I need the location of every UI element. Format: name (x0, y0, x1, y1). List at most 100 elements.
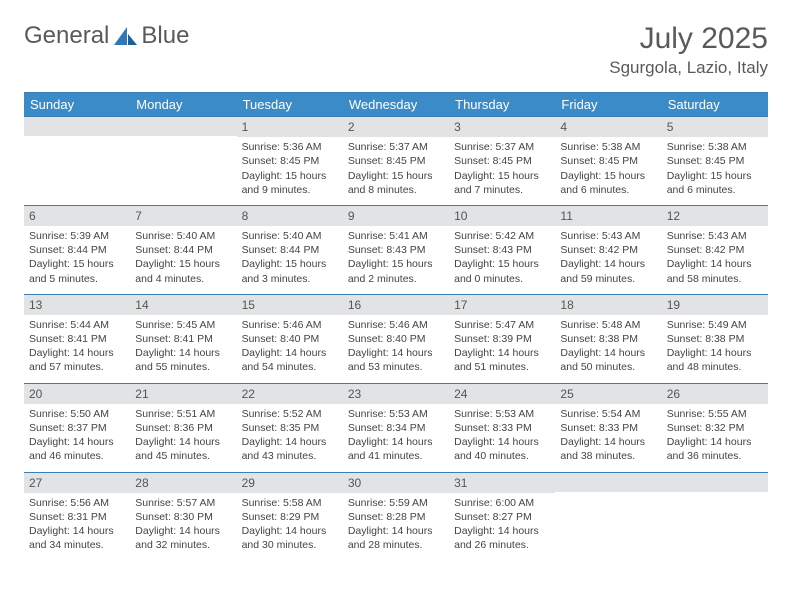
day-line: Daylight: 14 hours (348, 524, 444, 538)
day-number: 5 (662, 117, 768, 137)
day-line: Daylight: 15 hours (454, 169, 550, 183)
day-line: Sunset: 8:44 PM (242, 243, 338, 257)
day-cell: 4Sunrise: 5:38 AMSunset: 8:45 PMDaylight… (555, 117, 661, 205)
day-line: and 59 minutes. (560, 272, 656, 286)
day-number: 2 (343, 117, 449, 137)
day-number (662, 473, 768, 492)
day-body: Sunrise: 5:59 AMSunset: 8:28 PMDaylight:… (343, 493, 449, 561)
day-number: 20 (24, 384, 130, 404)
day-line: and 51 minutes. (454, 360, 550, 374)
day-cell: 18Sunrise: 5:48 AMSunset: 8:38 PMDayligh… (555, 295, 661, 383)
day-number: 30 (343, 473, 449, 493)
day-cell (555, 473, 661, 561)
week-row: 27Sunrise: 5:56 AMSunset: 8:31 PMDayligh… (24, 472, 768, 561)
day-number: 29 (237, 473, 343, 493)
day-body: Sunrise: 5:49 AMSunset: 8:38 PMDaylight:… (662, 315, 768, 383)
day-line: Daylight: 14 hours (29, 346, 125, 360)
day-body: Sunrise: 5:39 AMSunset: 8:44 PMDaylight:… (24, 226, 130, 294)
day-number: 7 (130, 206, 236, 226)
day-number: 15 (237, 295, 343, 315)
day-line: Sunrise: 5:48 AM (560, 318, 656, 332)
day-line: and 28 minutes. (348, 538, 444, 552)
day-cell: 3Sunrise: 5:37 AMSunset: 8:45 PMDaylight… (449, 117, 555, 205)
day-line: Sunset: 8:30 PM (135, 510, 231, 524)
day-cell: 19Sunrise: 5:49 AMSunset: 8:38 PMDayligh… (662, 295, 768, 383)
day-line: Sunset: 8:44 PM (135, 243, 231, 257)
day-cell: 9Sunrise: 5:41 AMSunset: 8:43 PMDaylight… (343, 206, 449, 294)
day-cell: 23Sunrise: 5:53 AMSunset: 8:34 PMDayligh… (343, 384, 449, 472)
day-number: 27 (24, 473, 130, 493)
day-line: and 46 minutes. (29, 449, 125, 463)
day-cell: 8Sunrise: 5:40 AMSunset: 8:44 PMDaylight… (237, 206, 343, 294)
day-line: Daylight: 14 hours (454, 435, 550, 449)
day-line: Sunrise: 5:51 AM (135, 407, 231, 421)
day-line: Daylight: 14 hours (454, 346, 550, 360)
day-number: 23 (343, 384, 449, 404)
day-line: Sunset: 8:38 PM (560, 332, 656, 346)
month-title: July 2025 (609, 22, 768, 56)
day-line: and 50 minutes. (560, 360, 656, 374)
day-body: Sunrise: 5:42 AMSunset: 8:43 PMDaylight:… (449, 226, 555, 294)
day-cell: 29Sunrise: 5:58 AMSunset: 8:29 PMDayligh… (237, 473, 343, 561)
brand-part2: Blue (141, 22, 189, 50)
day-line: and 3 minutes. (242, 272, 338, 286)
day-line: Sunset: 8:29 PM (242, 510, 338, 524)
day-line: Sunrise: 5:58 AM (242, 496, 338, 510)
day-number: 9 (343, 206, 449, 226)
day-line: Sunrise: 5:39 AM (29, 229, 125, 243)
day-body: Sunrise: 5:55 AMSunset: 8:32 PMDaylight:… (662, 404, 768, 472)
day-body: Sunrise: 5:37 AMSunset: 8:45 PMDaylight:… (449, 137, 555, 205)
day-number: 18 (555, 295, 661, 315)
day-line: and 48 minutes. (667, 360, 763, 374)
day-line: Daylight: 15 hours (348, 257, 444, 271)
day-header-thu: Thursday (449, 93, 555, 116)
brand-logo: General Blue (24, 22, 189, 50)
day-number: 6 (24, 206, 130, 226)
day-line: Daylight: 14 hours (242, 435, 338, 449)
day-line: Sunset: 8:27 PM (454, 510, 550, 524)
day-line: Sunset: 8:44 PM (29, 243, 125, 257)
day-number: 21 (130, 384, 236, 404)
day-line: and 8 minutes. (348, 183, 444, 197)
day-line: Sunset: 8:41 PM (135, 332, 231, 346)
day-line: Sunset: 8:37 PM (29, 421, 125, 435)
day-number: 13 (24, 295, 130, 315)
day-number: 10 (449, 206, 555, 226)
day-body: Sunrise: 5:40 AMSunset: 8:44 PMDaylight:… (130, 226, 236, 294)
day-number: 14 (130, 295, 236, 315)
day-line: Sunrise: 5:56 AM (29, 496, 125, 510)
day-number: 12 (662, 206, 768, 226)
day-header-row: Sunday Monday Tuesday Wednesday Thursday… (24, 93, 768, 116)
day-line: Sunrise: 5:40 AM (135, 229, 231, 243)
day-line: Sunrise: 5:52 AM (242, 407, 338, 421)
day-line: Sunrise: 5:54 AM (560, 407, 656, 421)
day-cell: 6Sunrise: 5:39 AMSunset: 8:44 PMDaylight… (24, 206, 130, 294)
day-line: Daylight: 14 hours (560, 435, 656, 449)
day-number: 4 (555, 117, 661, 137)
day-body: Sunrise: 5:37 AMSunset: 8:45 PMDaylight:… (343, 137, 449, 205)
day-number (130, 117, 236, 136)
day-line: Sunrise: 5:38 AM (560, 140, 656, 154)
day-line: Daylight: 14 hours (135, 346, 231, 360)
day-body: Sunrise: 5:38 AMSunset: 8:45 PMDaylight:… (555, 137, 661, 205)
day-line: Sunrise: 5:57 AM (135, 496, 231, 510)
day-line: and 45 minutes. (135, 449, 231, 463)
week-row: 20Sunrise: 5:50 AMSunset: 8:37 PMDayligh… (24, 383, 768, 472)
day-body: Sunrise: 5:51 AMSunset: 8:36 PMDaylight:… (130, 404, 236, 472)
day-cell: 7Sunrise: 5:40 AMSunset: 8:44 PMDaylight… (130, 206, 236, 294)
day-line: Daylight: 14 hours (29, 435, 125, 449)
day-number: 8 (237, 206, 343, 226)
location-label: Sgurgola, Lazio, Italy (609, 58, 768, 78)
day-number: 16 (343, 295, 449, 315)
day-body: Sunrise: 5:46 AMSunset: 8:40 PMDaylight:… (343, 315, 449, 383)
day-line: Daylight: 15 hours (667, 169, 763, 183)
day-line: and 34 minutes. (29, 538, 125, 552)
day-number: 28 (130, 473, 236, 493)
day-cell: 30Sunrise: 5:59 AMSunset: 8:28 PMDayligh… (343, 473, 449, 561)
day-body: Sunrise: 5:44 AMSunset: 8:41 PMDaylight:… (24, 315, 130, 383)
day-line: Sunset: 8:45 PM (667, 154, 763, 168)
day-number: 31 (449, 473, 555, 493)
day-cell: 17Sunrise: 5:47 AMSunset: 8:39 PMDayligh… (449, 295, 555, 383)
calendar-grid: Sunday Monday Tuesday Wednesday Thursday… (24, 92, 768, 560)
day-header-fri: Friday (555, 93, 661, 116)
